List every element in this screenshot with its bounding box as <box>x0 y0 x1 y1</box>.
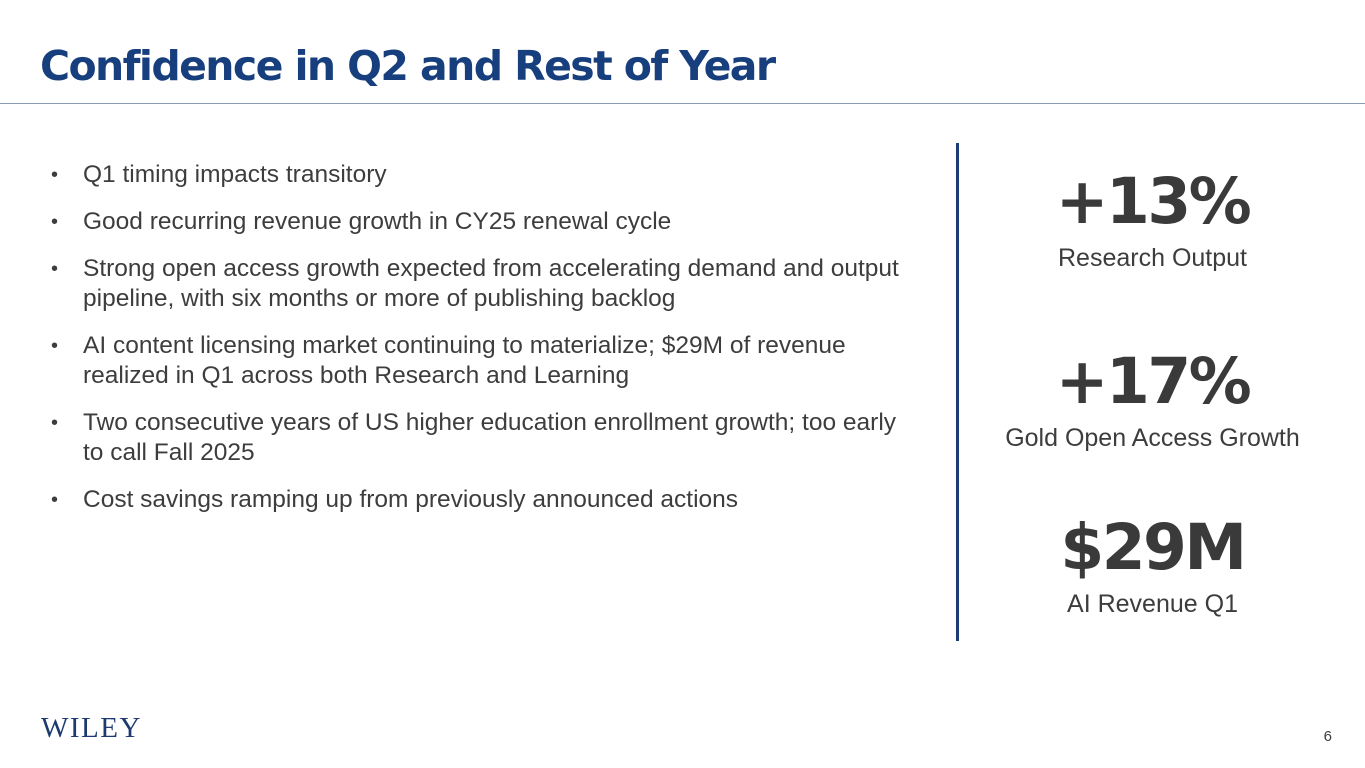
bullet-item: • Strong open access growth expected from… <box>51 254 923 314</box>
bullet-text: AI content licensing market continuing t… <box>83 332 846 389</box>
bullet-dot: • <box>51 258 59 280</box>
vertical-divider <box>956 143 959 641</box>
bullet-dot: • <box>51 211 59 233</box>
stat-label: AI Revenue Q1 <box>1067 590 1238 618</box>
bullet-text: Q1 timing impacts transitory <box>83 161 387 188</box>
bullet-dot: • <box>51 412 59 434</box>
stat-ai-revenue: $29M AI Revenue Q1 <box>960 515 1345 619</box>
bullet-list: • Q1 timing impacts transitory • Good recu… <box>51 160 923 532</box>
bullet-item: • AI content licensing market continuing … <box>51 331 923 391</box>
slide-title: Confidence in Q2 and Rest of Year <box>40 42 776 90</box>
bullet-text: Strong open access growth expected from … <box>83 255 899 312</box>
bullet-item: • Cost savings ramping up from previously… <box>51 485 923 515</box>
stat-label: Gold Open Access Growth <box>1005 424 1300 452</box>
bullet-text: Cost savings ramping up from previously … <box>83 486 739 513</box>
title-divider <box>0 103 1365 104</box>
bullet-text: Two consecutive years of US higher educa… <box>83 409 897 466</box>
bullet-item: • Q1 timing impacts transitory <box>51 160 923 190</box>
stat-gold-open-access: +17% Gold Open Access Growth <box>960 349 1345 453</box>
stat-research-output: +13% Research Output <box>960 169 1345 273</box>
bullet-item: • Two consecutive years of US higher educ… <box>51 408 923 468</box>
stat-value: +13% <box>1055 165 1252 238</box>
stat-value: $29M <box>1060 511 1247 584</box>
stat-value: +17% <box>1055 345 1252 418</box>
bullet-dot: • <box>51 489 59 511</box>
stat-label: Research Output <box>1058 244 1247 272</box>
page-number: 6 <box>1323 728 1332 745</box>
wiley-logo: WILEY <box>41 712 142 744</box>
bullet-dot: • <box>51 335 59 357</box>
bullet-item: • Good recurring revenue growth in CY25 r… <box>51 207 923 237</box>
bullet-text: Good recurring revenue growth in CY25 re… <box>83 208 672 235</box>
bullet-dot: • <box>51 164 59 186</box>
